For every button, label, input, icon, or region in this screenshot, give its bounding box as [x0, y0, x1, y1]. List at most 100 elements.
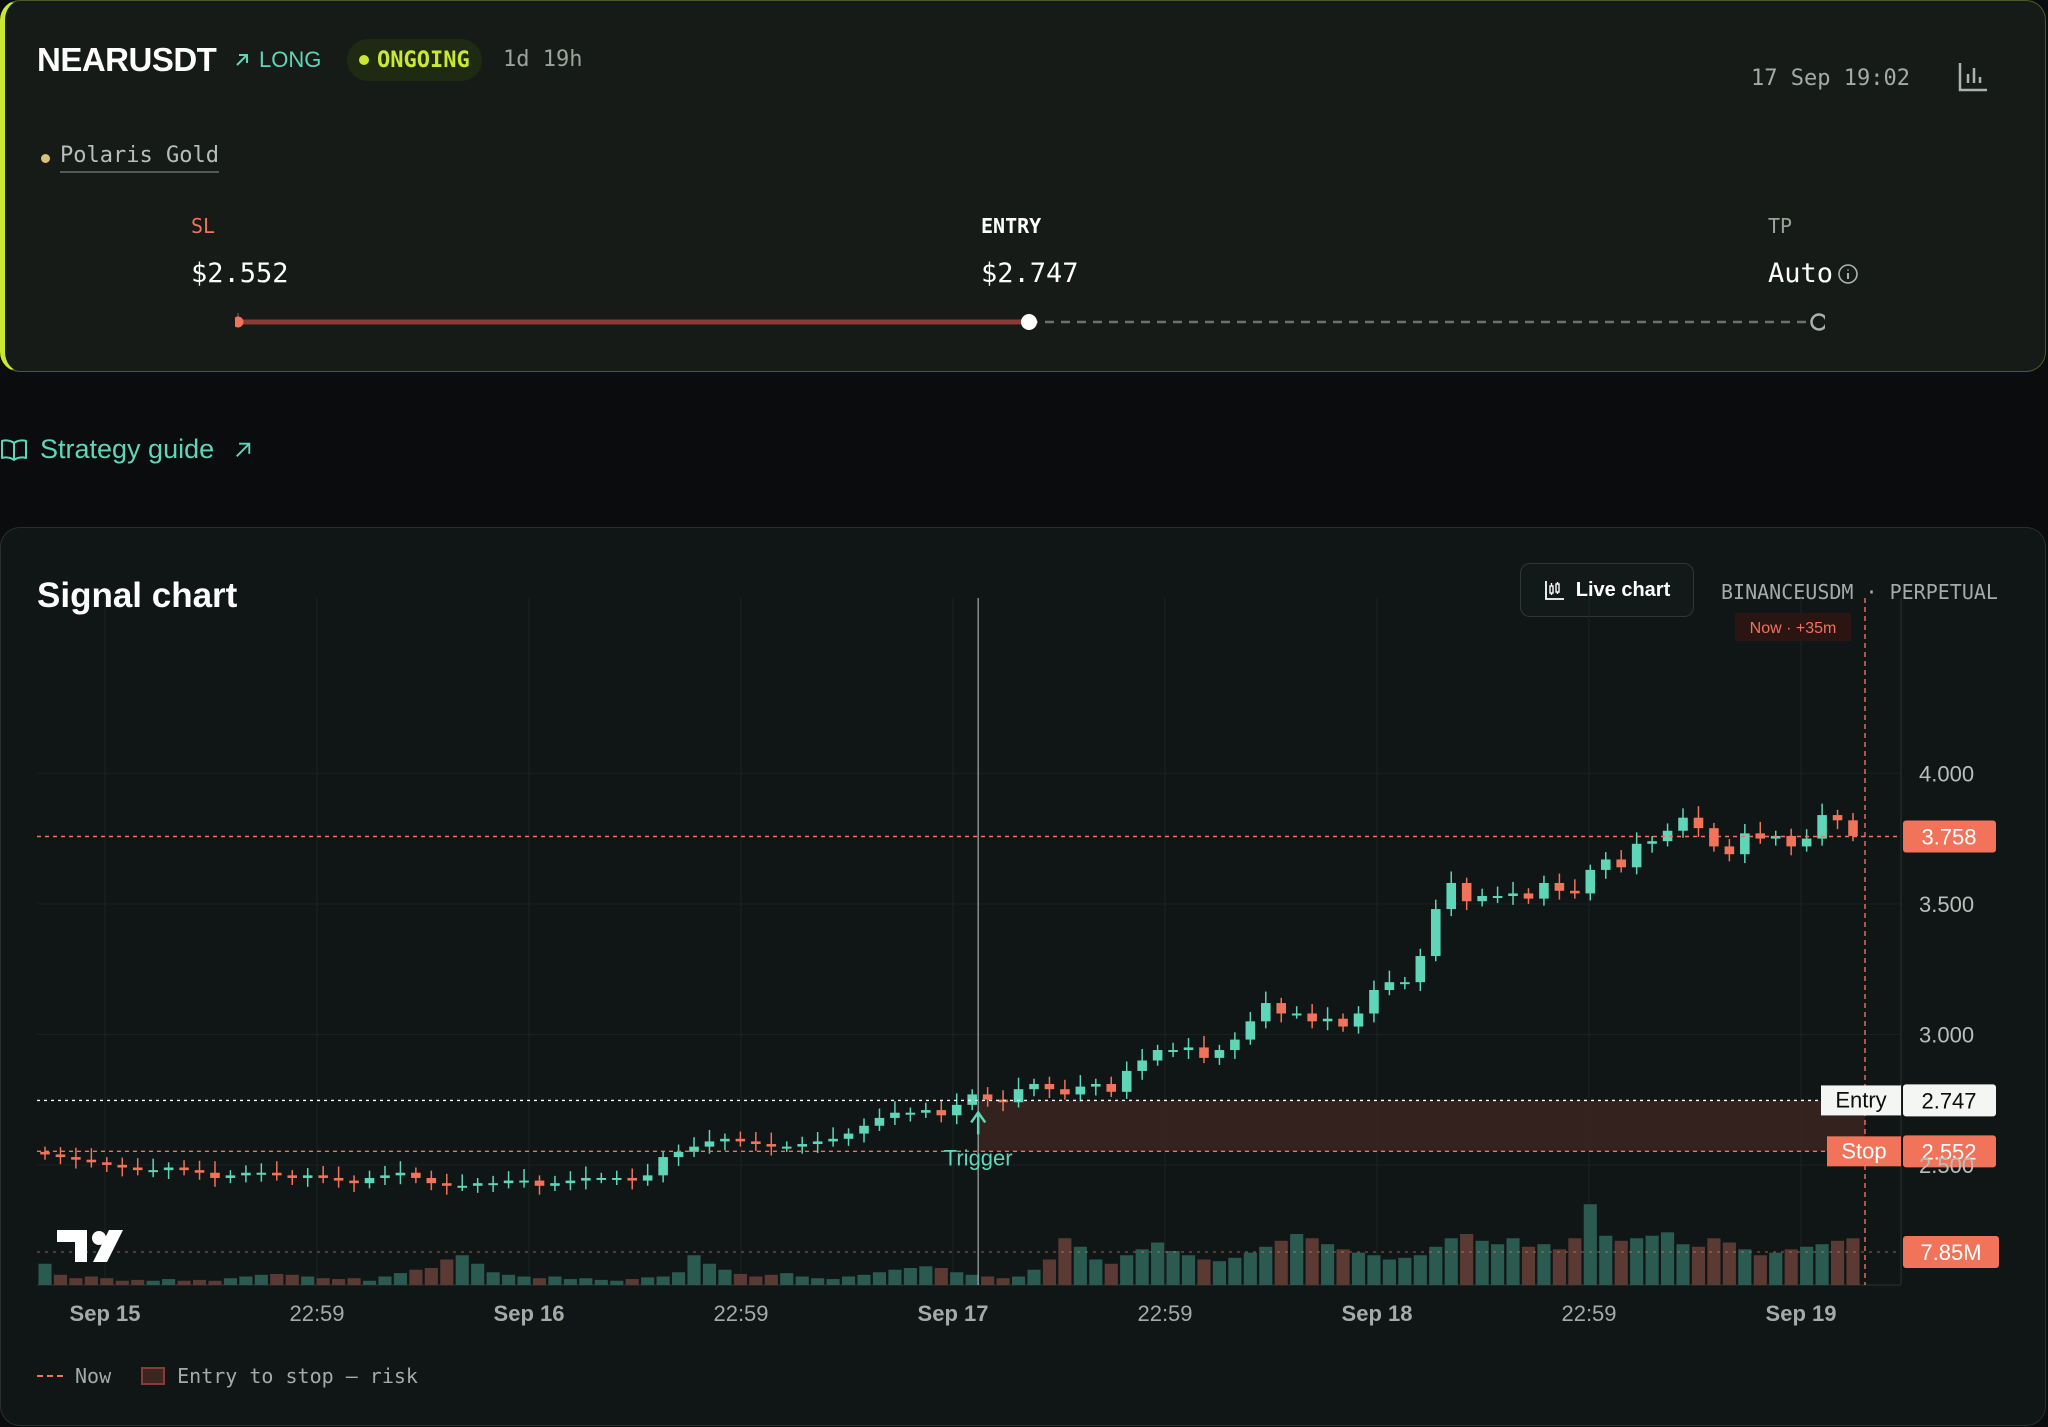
volume-bar	[1630, 1238, 1644, 1285]
live-chart-button[interactable]: Live chart	[1520, 563, 1694, 617]
candle-body	[210, 1172, 220, 1178]
volume-bar	[795, 1276, 809, 1285]
volume-bar	[1614, 1240, 1628, 1285]
candle-body	[1600, 859, 1611, 870]
candle-body	[117, 1164, 128, 1168]
volume-bar	[393, 1273, 407, 1285]
candle-body	[1075, 1086, 1086, 1095]
entry-tag-bg	[1821, 1085, 1901, 1116]
candle-body	[519, 1180, 529, 1183]
volume-bar	[1151, 1242, 1165, 1285]
tp-value: Auto	[1768, 258, 1834, 289]
live-chart-label: Live chart	[1575, 578, 1671, 601]
volume-bar	[177, 1280, 191, 1285]
stop-price-tag: 2.552	[1921, 1139, 1976, 1164]
volume-bar	[192, 1279, 207, 1285]
candle-body	[1848, 820, 1858, 836]
strategy-guide-link[interactable]: Strategy guide	[0, 434, 254, 465]
legend-now-label: Now	[75, 1364, 112, 1388]
candle-body	[874, 1117, 885, 1126]
candle-body	[534, 1180, 545, 1186]
volume-bar	[1707, 1238, 1721, 1285]
tp-value-wrap: Auto	[1768, 258, 1859, 289]
stop-loss-level: SL $2.552	[191, 214, 289, 289]
volume-bar	[1073, 1246, 1087, 1285]
y-tick-label: 3.500	[1919, 892, 1974, 917]
volume-bar	[1738, 1249, 1752, 1285]
candle-body	[1230, 1039, 1240, 1051]
candle-body	[194, 1170, 205, 1173]
volume-bar	[1583, 1204, 1597, 1285]
volume-bar	[1429, 1246, 1443, 1285]
strategy-guide-label: Strategy guide	[40, 434, 215, 464]
now-badge-bg	[1735, 613, 1851, 641]
volume-bar	[378, 1276, 392, 1285]
candle-body	[225, 1175, 236, 1178]
volume-bar	[84, 1276, 98, 1285]
x-tick-label: Sep 18	[1342, 1301, 1413, 1326]
tradingview-logo-icon	[57, 1230, 123, 1262]
volume-bar	[362, 1280, 377, 1285]
candle-body	[689, 1146, 699, 1152]
candle-body	[1477, 896, 1487, 902]
volume-bar	[69, 1278, 83, 1285]
chart-legend: Now Entry to stop — risk	[37, 1364, 418, 1388]
candle-body	[658, 1157, 668, 1176]
book-open-icon	[1, 438, 27, 461]
candle-body	[905, 1112, 916, 1115]
volume-bar	[332, 1279, 346, 1285]
volume-bar	[270, 1273, 284, 1285]
candle-body	[1801, 838, 1812, 847]
volume-bar	[532, 1278, 547, 1285]
candle-body	[1570, 890, 1580, 894]
candle-body	[1307, 1013, 1317, 1022]
entry-price-tag-bg	[1903, 1084, 1996, 1117]
candlestick-chart[interactable]: Trigger Now · +35m 3.758 Entry 2.747 Stop 2.55…	[1, 528, 2047, 1427]
trigger-label: Trigger	[944, 1145, 1013, 1170]
candle-body	[890, 1112, 900, 1118]
volume-bar	[1104, 1263, 1118, 1285]
x-tick-label: Sep 19	[1766, 1301, 1837, 1326]
volume-bar	[1058, 1238, 1072, 1285]
volume-bar	[1846, 1238, 1860, 1285]
candle-body	[1168, 1050, 1178, 1053]
volume-tag: 7.85M	[1920, 1240, 1981, 1265]
candle-body	[1770, 835, 1781, 839]
x-tick-label: 22:59	[1137, 1301, 1192, 1326]
volume-bar	[486, 1272, 500, 1285]
volume-bar	[594, 1279, 608, 1285]
volume-bar	[1243, 1252, 1257, 1285]
candle-body	[1121, 1070, 1132, 1092]
candle-body	[1276, 1003, 1287, 1014]
candle-body	[411, 1172, 421, 1178]
candle-body	[488, 1183, 498, 1186]
status-label: ONGOING	[377, 47, 470, 73]
take-profit-level: TP Auto	[1768, 214, 1858, 289]
volume-bar	[872, 1272, 887, 1285]
candle-body	[967, 1094, 977, 1105]
logo-part	[92, 1231, 106, 1245]
candle-body	[1106, 1083, 1117, 1092]
volume-bar	[1599, 1235, 1613, 1285]
volume-bar	[1321, 1244, 1335, 1285]
candle-body	[1585, 869, 1596, 894]
entry-label: ENTRY	[981, 214, 1042, 238]
entry-price-tag: 2.747	[1921, 1088, 1976, 1113]
volume-bar	[1042, 1259, 1057, 1285]
volume-bar	[1011, 1276, 1026, 1285]
volume-bar	[53, 1274, 68, 1285]
info-icon[interactable]	[1837, 263, 1859, 285]
bar-chart-icon[interactable]	[1957, 61, 1989, 93]
candle-body	[1554, 882, 1565, 891]
volume-bar	[1367, 1255, 1381, 1285]
volume-bar	[1197, 1259, 1211, 1285]
candle-body	[1338, 1018, 1348, 1027]
candle-body	[843, 1133, 854, 1139]
candle-body	[1199, 1047, 1209, 1058]
volume-bar	[641, 1277, 655, 1285]
volume-bar	[1305, 1238, 1319, 1285]
volume-bar	[656, 1276, 670, 1285]
provider-link[interactable]: Polaris Gold	[60, 143, 219, 173]
candle-body	[287, 1175, 298, 1178]
x-tick-label: 22:59	[1561, 1301, 1616, 1326]
